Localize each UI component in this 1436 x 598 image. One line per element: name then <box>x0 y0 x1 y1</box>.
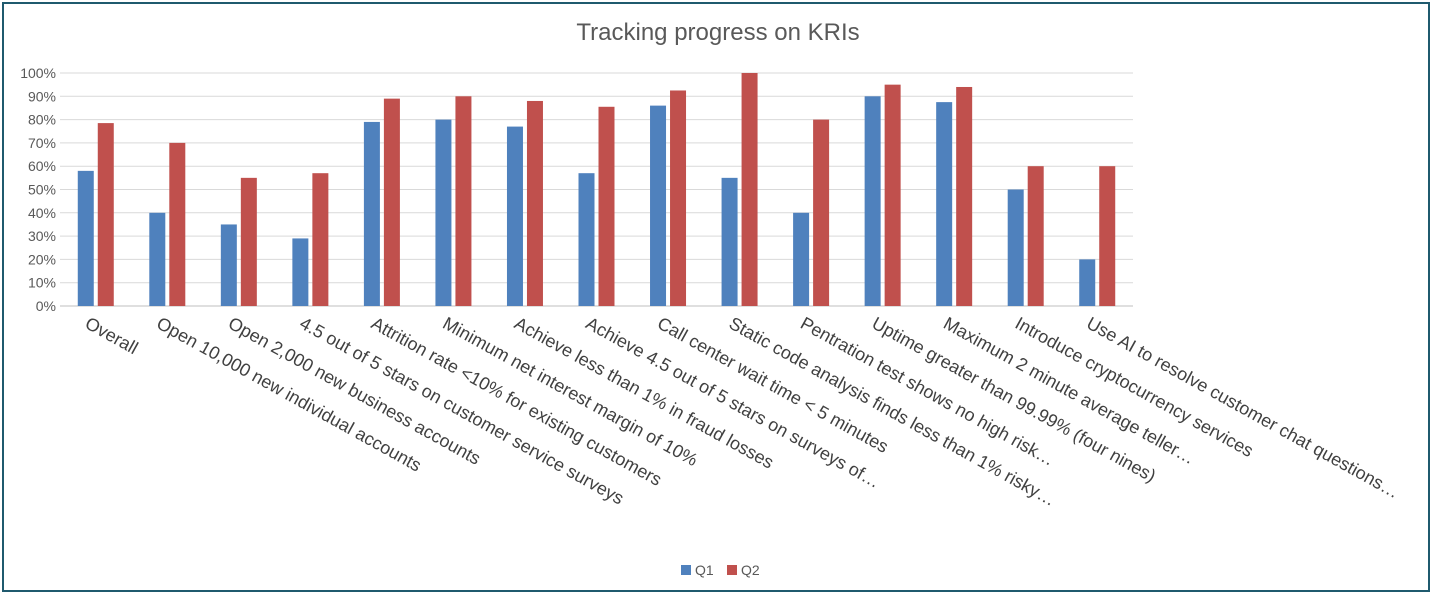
y-tick-label: 90% <box>28 88 56 104</box>
bar-q2 <box>383 98 400 306</box>
bar-q2 <box>526 100 543 307</box>
bars <box>77 73 1116 307</box>
bar-q1 <box>864 96 881 306</box>
bar-q1 <box>292 238 309 306</box>
y-tick-label: 60% <box>28 158 56 174</box>
y-tick-label: 0% <box>36 298 56 314</box>
y-axis: 0% 10% 20% 30% 40% 50% 60% 70% 80% 90% 100% <box>20 65 56 314</box>
y-tick-label: 100% <box>20 65 56 81</box>
bar-q2 <box>956 86 973 306</box>
legend: Q1 Q2 <box>681 562 760 578</box>
bar-q2 <box>741 73 758 306</box>
legend-label-q2: Q2 <box>741 562 760 578</box>
y-tick-label: 70% <box>28 135 56 151</box>
bar-q1 <box>435 119 452 306</box>
legend-swatch-q2 <box>727 565 737 575</box>
y-tick-label: 10% <box>28 275 56 291</box>
bar-q2 <box>1099 166 1116 306</box>
bar-q1 <box>793 212 810 306</box>
x-axis: Overall Open 10,000 new individual accoun… <box>82 313 1403 510</box>
bar-q2 <box>1027 166 1044 306</box>
bar-q1 <box>721 177 738 306</box>
bar-q1 <box>77 170 94 306</box>
legend-swatch-q1 <box>681 565 691 575</box>
bar-q2 <box>670 90 687 306</box>
bar-q2 <box>240 177 257 306</box>
bar-q2 <box>813 119 830 306</box>
bar-q1 <box>1007 189 1024 306</box>
chart-title: Tracking progress on KRIs <box>576 19 859 46</box>
bar-q2 <box>97 123 114 306</box>
y-tick-label: 50% <box>28 182 56 198</box>
bar-q1 <box>220 224 237 306</box>
bar-q2 <box>884 84 901 307</box>
bar-q1 <box>936 102 953 306</box>
bar-q2 <box>455 96 472 306</box>
y-tick-label: 40% <box>28 205 56 221</box>
y-tick-label: 20% <box>28 251 56 267</box>
y-tick-label: 80% <box>28 112 56 128</box>
bar-q1 <box>506 126 523 306</box>
bar-q1 <box>149 212 166 306</box>
x-tick-label: Overall <box>82 313 142 358</box>
bar-q1 <box>578 173 595 306</box>
y-tick-label: 30% <box>28 228 56 244</box>
gridlines <box>60 72 1133 307</box>
bar-q2 <box>169 142 186 306</box>
bar-q2 <box>598 106 615 306</box>
bar-q2 <box>312 173 329 306</box>
bar-q1 <box>650 105 667 307</box>
bar-q1 <box>363 121 380 307</box>
legend-label-q1: Q1 <box>695 562 714 578</box>
bar-q1 <box>1079 259 1096 306</box>
